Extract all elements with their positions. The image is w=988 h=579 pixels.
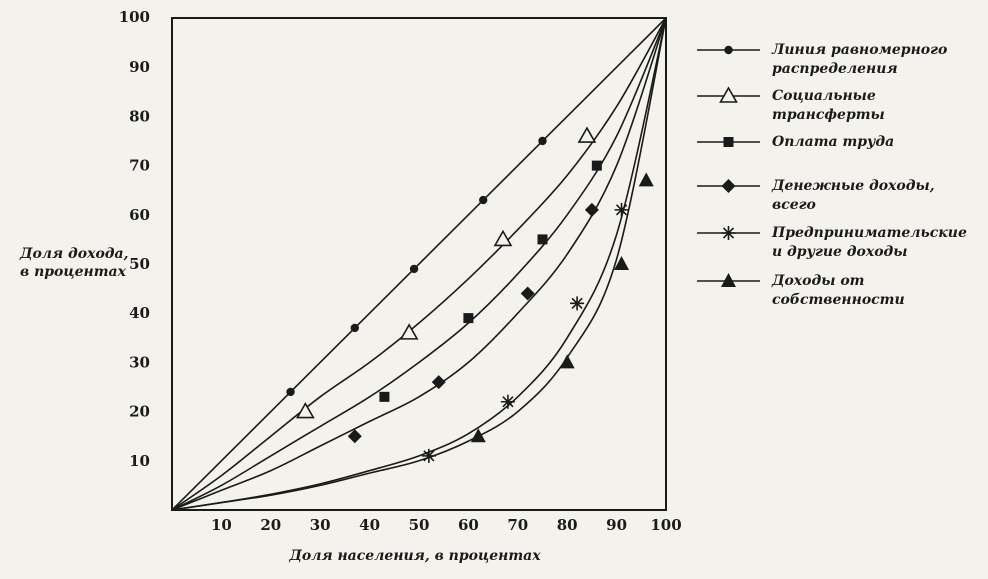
legend-marker-1	[719, 86, 738, 103]
legend-label-4: и другие доходы	[772, 244, 908, 260]
legend-marker-0	[724, 45, 733, 55]
legend-label-4: Предпринимательские	[771, 225, 967, 241]
series-0-point	[538, 136, 547, 146]
series-0-point	[479, 195, 488, 205]
legend-label-3: всего	[772, 197, 816, 213]
series-0-point	[350, 323, 359, 333]
series-1-point	[296, 401, 315, 419]
series-3-point	[584, 202, 599, 217]
y-tick-label: 30	[129, 353, 150, 371]
series-2-point	[591, 160, 602, 171]
legend-marker-5	[721, 273, 736, 287]
series-5-point	[614, 256, 630, 270]
legend-label-5: собственности	[772, 292, 905, 308]
x-tick-label: 50	[409, 516, 430, 534]
y-tick-label: 50	[129, 255, 150, 273]
series-1-point	[577, 126, 597, 143]
x-tick-label: 60	[458, 516, 479, 534]
series-line-0	[171, 17, 667, 511]
series-4-point	[421, 448, 436, 463]
legend-label-2: Оплата труда	[772, 134, 894, 150]
series-2-point	[463, 313, 474, 324]
x-tick-label: 100	[650, 516, 681, 534]
legend-label-5: Доходы от	[771, 273, 864, 289]
x-tick-label: 90	[606, 516, 627, 534]
legend-label-1: трансферты	[772, 107, 885, 123]
series-5-point	[559, 354, 575, 369]
series-1-point	[399, 323, 419, 340]
legend-label-1: Социальные	[772, 88, 876, 104]
y-tick-label: 40	[129, 304, 150, 322]
series-3-point	[347, 429, 362, 444]
series-4-point	[614, 202, 629, 217]
legend-marker-2	[723, 137, 734, 147]
legend-label-0: Линия равномерного	[771, 42, 947, 58]
series-line-4	[171, 17, 667, 511]
series-4-point	[500, 394, 515, 409]
series-3-point	[431, 375, 446, 390]
legend-label-0: распределения	[772, 61, 898, 77]
x-tick-label: 70	[507, 516, 528, 534]
y-axis-label: в процентах	[20, 264, 127, 280]
x-tick-label: 20	[260, 516, 281, 534]
legend-marker-3	[721, 179, 736, 193]
legend-marker-4	[721, 226, 736, 240]
x-tick-label: 30	[310, 516, 331, 534]
series-0-point	[409, 264, 419, 274]
y-tick-label: 10	[129, 452, 150, 470]
y-tick-label: 90	[129, 58, 150, 76]
y-tick-label: 80	[129, 107, 150, 125]
series-line-1	[171, 17, 667, 511]
x-tick-label: 10	[211, 516, 232, 534]
series-3-point	[520, 286, 535, 301]
legend-label-3: Денежные доходы,	[771, 178, 935, 194]
y-axis-label: Доля дохода,	[19, 246, 129, 262]
series-1-point	[493, 229, 513, 247]
y-tick-label: 100	[119, 8, 150, 26]
plot-frame	[171, 17, 667, 511]
series-line-5	[171, 17, 667, 511]
x-axis-label: Доля населения, в процентах	[288, 548, 541, 564]
x-tick-label: 80	[557, 516, 578, 534]
series-0-point	[286, 387, 295, 397]
series-4-point	[570, 296, 585, 311]
x-tick-label: 40	[359, 516, 380, 534]
y-tick-label: 70	[129, 157, 150, 175]
series-5-point	[470, 428, 486, 443]
series-2-point	[379, 391, 390, 402]
y-tick-label: 20	[129, 403, 150, 421]
series-5-point	[638, 172, 654, 187]
series-2-point	[537, 234, 548, 245]
y-tick-label: 60	[129, 206, 150, 224]
